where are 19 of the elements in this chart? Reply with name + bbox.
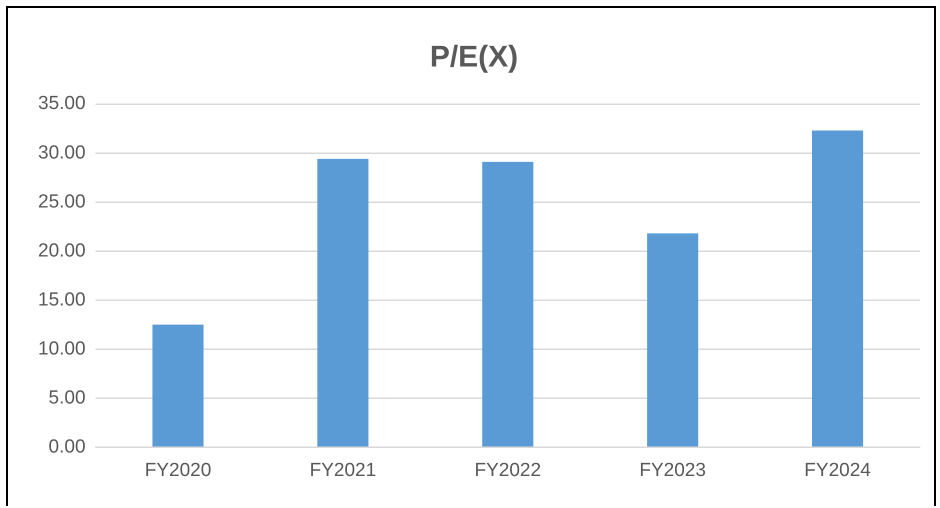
bar (152, 324, 204, 446)
y-tick-label: 30.00 (38, 142, 86, 164)
y-tick-label: 15.00 (38, 289, 86, 310)
bar (317, 158, 368, 446)
y-tick-label: 20.00 (38, 240, 86, 262)
x-tick-label: FY2020 (144, 460, 212, 481)
y-tick-label: 0.00 (48, 436, 86, 458)
bar (482, 162, 534, 446)
y-tick-label: 25.00 (38, 191, 86, 212)
bar (812, 130, 864, 446)
bar (647, 233, 698, 446)
x-tick-label: FY2022 (474, 460, 542, 481)
y-tick-label: 5.00 (48, 387, 86, 408)
y-tick-label: 10.00 (38, 338, 86, 360)
y-tick-label: 35.00 (38, 93, 86, 114)
x-tick-label: FY2024 (804, 460, 872, 481)
chart-title: P/E(X) (430, 40, 518, 74)
x-tick-label: FY2021 (310, 460, 376, 481)
x-tick-label: FY2023 (639, 460, 706, 481)
